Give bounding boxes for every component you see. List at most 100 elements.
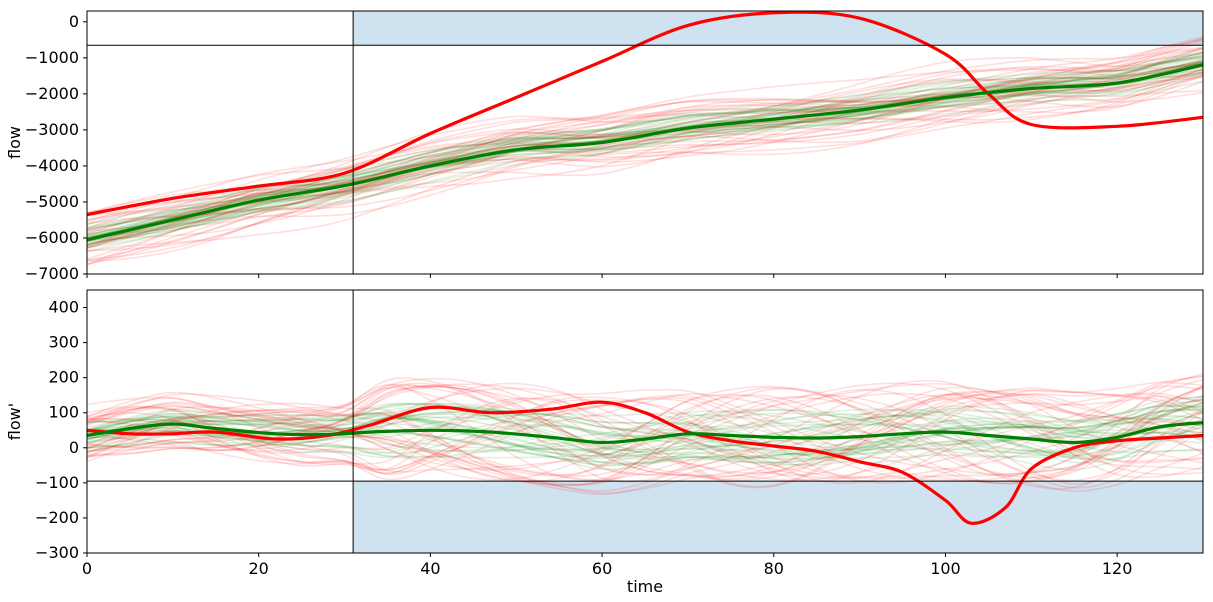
background-curve [87, 51, 1203, 226]
x-tick-label: 100 [930, 559, 961, 578]
background-curve [87, 409, 1203, 464]
background-curve [87, 394, 1203, 489]
background-curve [87, 377, 1203, 474]
background-curve [87, 80, 1203, 246]
background-curve [87, 411, 1203, 463]
background-curve [87, 392, 1203, 486]
x-tick-label: 120 [1102, 559, 1133, 578]
series-line-0 [87, 400, 1203, 525]
background-curve [87, 52, 1203, 240]
background-curve [87, 58, 1203, 246]
y-tick-label: 0 [69, 438, 79, 457]
y-axis-label: flow' [5, 403, 24, 440]
background-curve [87, 402, 1203, 451]
background-curve [87, 402, 1203, 457]
background-curve [87, 416, 1203, 461]
background-curve [87, 396, 1203, 490]
background-curve [87, 67, 1203, 248]
y-tick-label: 0 [69, 12, 79, 31]
background-curve [87, 80, 1203, 242]
x-tick-label: 0 [82, 559, 92, 578]
background-curve [87, 51, 1203, 228]
background-curve [87, 385, 1203, 482]
background-curve [87, 75, 1203, 245]
background-curve [87, 51, 1203, 230]
background-curve [87, 46, 1203, 214]
background-curve [87, 69, 1203, 246]
background-curve [87, 65, 1203, 243]
background-curve [87, 74, 1203, 232]
background-curve [87, 381, 1203, 481]
background-curve [87, 384, 1203, 478]
background-curve [87, 48, 1203, 221]
background-curve [87, 394, 1203, 483]
background-curve [87, 62, 1203, 266]
y-tick-label: −6000 [25, 228, 79, 247]
background-curve [87, 393, 1203, 488]
background-curve [87, 402, 1203, 457]
background-curve [87, 55, 1203, 216]
axes-frame [86, 10, 1204, 275]
background-curve [87, 49, 1203, 236]
x-tick-label: 20 [249, 559, 269, 578]
background-curve [87, 407, 1203, 466]
background-curve [87, 73, 1203, 245]
background-curve [87, 402, 1203, 455]
background-curve [87, 398, 1203, 451]
background-curve [87, 416, 1203, 464]
background-curve [87, 386, 1203, 482]
background-curve [87, 393, 1203, 492]
y-tick-label: 200 [48, 368, 79, 387]
background-curve [87, 54, 1203, 229]
background-curve [87, 71, 1203, 248]
x-tick-label: 60 [592, 559, 612, 578]
background-curve [87, 62, 1203, 249]
background-curve [87, 393, 1203, 492]
series-line-1 [87, 421, 1203, 445]
y-tick-label: −2000 [25, 84, 79, 103]
background-curve [87, 39, 1203, 215]
x-tick-label: 40 [420, 559, 440, 578]
background-curve [87, 75, 1203, 266]
background-curve [87, 388, 1203, 475]
background-curve [87, 54, 1203, 242]
background-curve [87, 397, 1203, 452]
y-tick-label: −3000 [25, 120, 79, 139]
y-tick-label: −4000 [25, 156, 79, 175]
background-curve [87, 37, 1203, 239]
background-curve [87, 404, 1203, 458]
background-curve [87, 385, 1203, 485]
background-curve [87, 62, 1203, 236]
background-curve [87, 89, 1203, 252]
background-curve [87, 385, 1203, 485]
background-curve [87, 385, 1203, 484]
background-curve [87, 63, 1203, 249]
y-tick-label: −5000 [25, 192, 79, 211]
y-tick-label: −100 [35, 473, 79, 492]
background-curve [87, 56, 1203, 230]
y-tick-label: 400 [48, 298, 79, 317]
background-curve [87, 422, 1203, 461]
y-tick-label: 300 [48, 333, 79, 352]
y-tick-label: −1000 [25, 48, 79, 67]
flow-panel: 0 −1000 −2000 −3000 −4000 −5000 −6000 −7000 flow [5, 10, 1204, 283]
background-curve [87, 411, 1203, 464]
background-curve [87, 386, 1203, 477]
y-tick-label: −200 [35, 508, 79, 527]
background-curve [87, 57, 1203, 238]
y-tick-label: −300 [35, 543, 79, 562]
background-curve [87, 382, 1203, 476]
background-curve [87, 91, 1203, 261]
background-curve [87, 69, 1203, 237]
background-curve [87, 377, 1203, 476]
background-curve [87, 36, 1203, 214]
background-curve [87, 375, 1203, 481]
background-curve [87, 397, 1203, 496]
y-tick-label: −7000 [25, 264, 79, 283]
shaded-region [353, 11, 1203, 46]
background-curve [87, 68, 1203, 225]
background-curve [87, 382, 1203, 477]
background-curve [87, 408, 1203, 467]
